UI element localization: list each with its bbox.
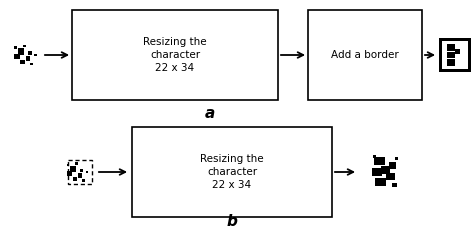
Bar (70, 166, 76, 172)
Bar (395, 157, 399, 161)
Bar (20, 60, 25, 65)
Bar (75, 162, 78, 165)
Bar (72, 10, 278, 100)
Bar (28, 51, 32, 55)
Bar (18, 48, 24, 54)
Bar (85, 171, 88, 173)
Bar (30, 63, 33, 65)
Bar (15, 54, 20, 60)
Bar (375, 178, 386, 186)
Bar (392, 183, 397, 187)
Bar (80, 169, 83, 172)
Bar (73, 177, 77, 181)
Bar (67, 164, 69, 167)
Bar (34, 54, 36, 56)
Bar (308, 10, 422, 100)
Bar (82, 179, 85, 182)
Bar (386, 173, 394, 180)
Bar (447, 59, 455, 66)
Text: b: b (227, 215, 237, 229)
Bar (456, 49, 460, 54)
Text: Resizing the
character
22 x 34: Resizing the character 22 x 34 (200, 154, 264, 190)
Bar (14, 47, 17, 49)
Bar (67, 171, 73, 176)
Bar (132, 127, 332, 217)
Bar (78, 173, 82, 178)
Bar (26, 56, 30, 61)
Bar (23, 45, 26, 47)
Bar (389, 162, 396, 169)
Bar (382, 166, 390, 174)
Bar (442, 41, 468, 69)
Text: Add a border: Add a border (331, 50, 399, 60)
Text: Resizing the
character
22 x 34: Resizing the character 22 x 34 (143, 37, 207, 73)
Bar (447, 52, 455, 58)
Bar (374, 156, 385, 165)
Bar (439, 38, 471, 72)
Bar (68, 160, 92, 184)
Bar (373, 155, 376, 158)
Text: a: a (205, 106, 215, 120)
Bar (372, 168, 382, 176)
Bar (447, 44, 456, 51)
